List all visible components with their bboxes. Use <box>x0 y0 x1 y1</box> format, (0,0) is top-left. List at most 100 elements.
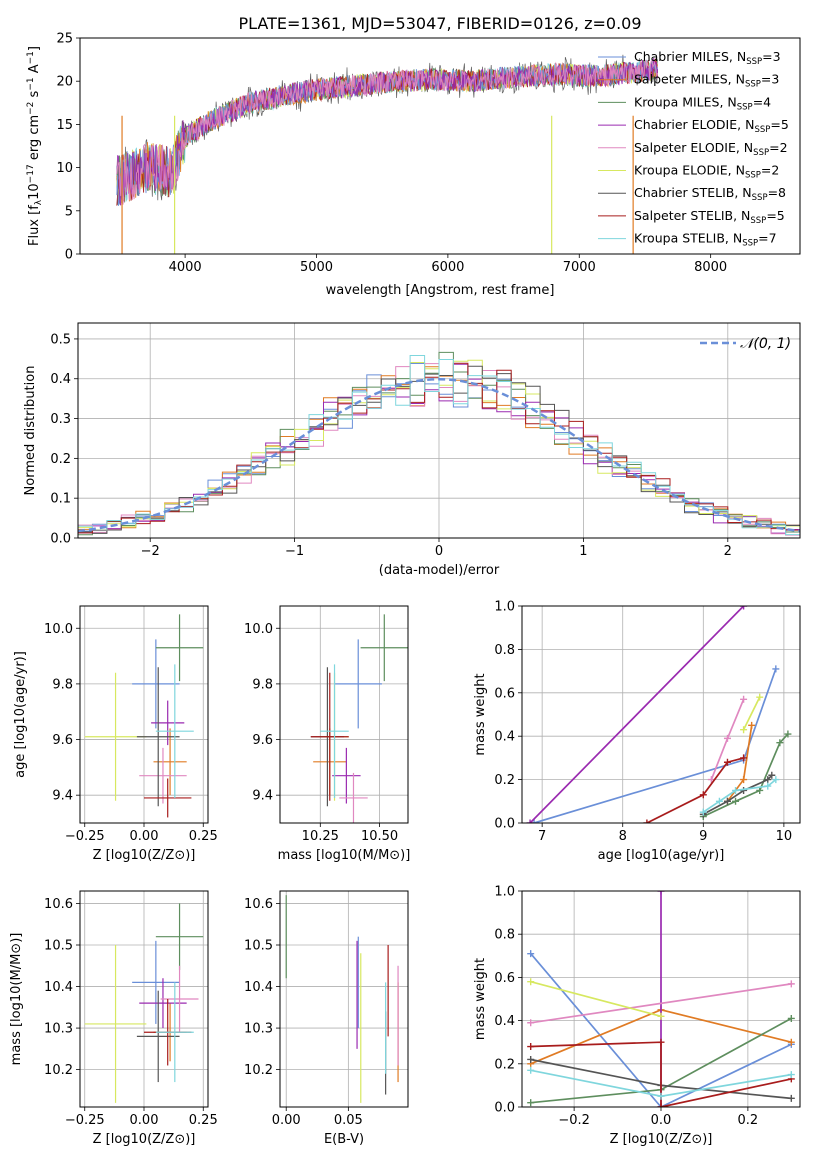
x-tick-label: 2 <box>724 544 732 559</box>
x-tick-label: −2 <box>141 544 160 559</box>
legend-entry: Kroupa STELIB, NSSP=7 <box>634 231 777 249</box>
spectrum-panel: 4000 5000 6000 7000 8000 0 5 10 15 20 25 wavelength… <box>26 32 801 298</box>
legend-entry-text: Salpeter ELODIE, N <box>634 140 753 155</box>
y-tick-label: 0.4 <box>494 730 515 745</box>
weight-series-line <box>530 980 662 1018</box>
weight-marker <box>768 771 776 779</box>
x-tick-label: 0.05 <box>334 1113 363 1128</box>
y-axis-label-part: erg cm <box>27 115 42 164</box>
x-tick-label: −1 <box>285 544 304 559</box>
x-tick-label: 7 <box>538 829 546 844</box>
x-axis-label: E(B-V) <box>324 1132 364 1147</box>
y-axis-label: mass weight <box>473 673 488 755</box>
x-tick-label: 0.25 <box>189 1113 218 1128</box>
weight-marker <box>756 786 764 794</box>
legend-entry-value: =2 <box>761 163 779 178</box>
y-tick-label: 10 <box>56 161 73 176</box>
weight-marker <box>715 797 723 805</box>
y-tick-label: 10.2 <box>44 1063 73 1078</box>
y-tick-label: 10.4 <box>244 980 273 995</box>
residuals-panel: −2 −1 0 1 2 0.0 0.1 0.2 0.3 0.4 0.5 (data-model)/er… <box>23 322 801 578</box>
legend-entry-value: =7 <box>758 231 776 246</box>
y-tick-label: 10.4 <box>44 980 73 995</box>
y-axis-label: mass weight <box>473 958 488 1040</box>
weight-marker <box>740 726 748 734</box>
weight-marker <box>740 606 748 610</box>
y-tick-label: 0 <box>65 248 73 263</box>
x-tick-label: −0.25 <box>65 1113 105 1128</box>
weight-marker <box>740 776 748 784</box>
y-tick-label: 9.4 <box>252 789 273 804</box>
weight-series-line <box>529 606 745 823</box>
y-tick-label: 10.6 <box>244 897 273 912</box>
weight-marker <box>740 754 748 762</box>
legend-entry-subscript: SSP <box>745 171 761 181</box>
y-tick-label: 0.2 <box>494 773 515 788</box>
weight-marker <box>764 782 772 790</box>
x-axis-label: age [log10(age/yr)] <box>598 848 725 863</box>
y-axis-label-part: −17 <box>26 164 36 183</box>
y-tick-label: 0.2 <box>494 1057 515 1072</box>
normal-distribution-curve <box>78 377 800 533</box>
x-axis-label: mass [log10(M/M⊙)] <box>278 848 411 863</box>
weight-marker <box>772 776 780 784</box>
legend-entry-text: Chabrier ELODIE, N <box>634 117 754 132</box>
weight-marker <box>723 797 731 805</box>
axes-frame <box>79 605 209 824</box>
weight-marker <box>657 891 665 895</box>
y-tick-label: 0.8 <box>494 643 515 658</box>
y-tick-label: 0.0 <box>494 817 515 832</box>
weight-marker <box>772 665 780 673</box>
y-tick-label: 10.2 <box>244 1063 273 1078</box>
x-tick-label: 0.00 <box>272 1113 301 1128</box>
weight-marker <box>657 1012 665 1020</box>
legend-entry: Salpeter MILES, NSSP=3 <box>634 72 779 90</box>
legend-entry-text: Chabrier MILES, N <box>634 49 746 64</box>
axes-frame <box>79 37 801 255</box>
x-axis-label: Z [log10(Z/Z⊙)] <box>610 1132 713 1147</box>
plot-area <box>310 614 408 823</box>
plot-area <box>78 351 800 536</box>
y-axis-label-part: A <box>27 64 42 77</box>
x-tick-label: −0.2 <box>558 1113 590 1128</box>
weight-series-line <box>530 953 792 1107</box>
axes-frame <box>279 890 409 1108</box>
y-tick-label: 25 <box>56 32 73 47</box>
y-axis-label-part: Flux [f <box>27 205 42 246</box>
weight-marker <box>527 1019 535 1027</box>
y-axis-label: mass [log10(M/M⊙)] <box>9 933 24 1066</box>
y-tick-label: 1.0 <box>494 885 515 900</box>
weight-marker <box>527 978 535 986</box>
y-tick-label: 10.3 <box>244 1022 273 1037</box>
y-tick-label: 0.1 <box>50 492 71 507</box>
legend-entry-value: =2 <box>769 140 787 155</box>
plot-area <box>84 614 204 818</box>
weight-marker <box>527 1055 535 1063</box>
weight-marker <box>527 950 535 958</box>
y-tick-label: 0.8 <box>494 928 515 943</box>
y-tick-label: 0.0 <box>494 1101 515 1116</box>
legend-entry: Kroupa MILES, NSSP=4 <box>634 94 771 112</box>
weight-marker <box>764 776 772 784</box>
y-tick-label: 1.0 <box>494 600 515 615</box>
y-axis-label: Normed distribution <box>23 366 38 496</box>
legend-entry-value: =3 <box>761 72 779 87</box>
x-tick-label: 0.0 <box>651 1113 672 1128</box>
weight-marker <box>657 1092 665 1100</box>
plot-area <box>526 606 792 823</box>
weight-vs-metallicity-panel: −0.2 0.0 0.2 0.0 0.2 0.4 0.6 0.8 1.0 Z [log10(Z/Z… <box>473 885 801 1147</box>
y-tick-label: 9.6 <box>252 733 273 748</box>
y-tick-label: 0.3 <box>50 412 71 427</box>
y-tick-label: 20 <box>56 75 73 90</box>
x-tick-label: 0.00 <box>130 1113 159 1128</box>
y-axis-label-part: −1 <box>26 77 36 90</box>
mass-vs-extinction-panel: 0.00 0.05 10.2 10.3 10.4 10.5 10.6 E(B-V) <box>244 890 409 1147</box>
x-tick-label: 0 <box>435 544 443 559</box>
x-tick-label: 4000 <box>169 260 202 275</box>
x-tick-label: 0.00 <box>130 829 159 844</box>
mass-vs-metallicity-panel: −0.25 0.00 0.25 10.2 10.3 10.4 10.5 10.6 Z [log1… <box>9 890 218 1147</box>
x-axis-label: Z [log10(Z/Z⊙)] <box>93 1132 196 1147</box>
y-tick-label: 0.6 <box>494 686 515 701</box>
x-tick-label: 10 <box>776 829 793 844</box>
axes-frame <box>521 605 801 824</box>
